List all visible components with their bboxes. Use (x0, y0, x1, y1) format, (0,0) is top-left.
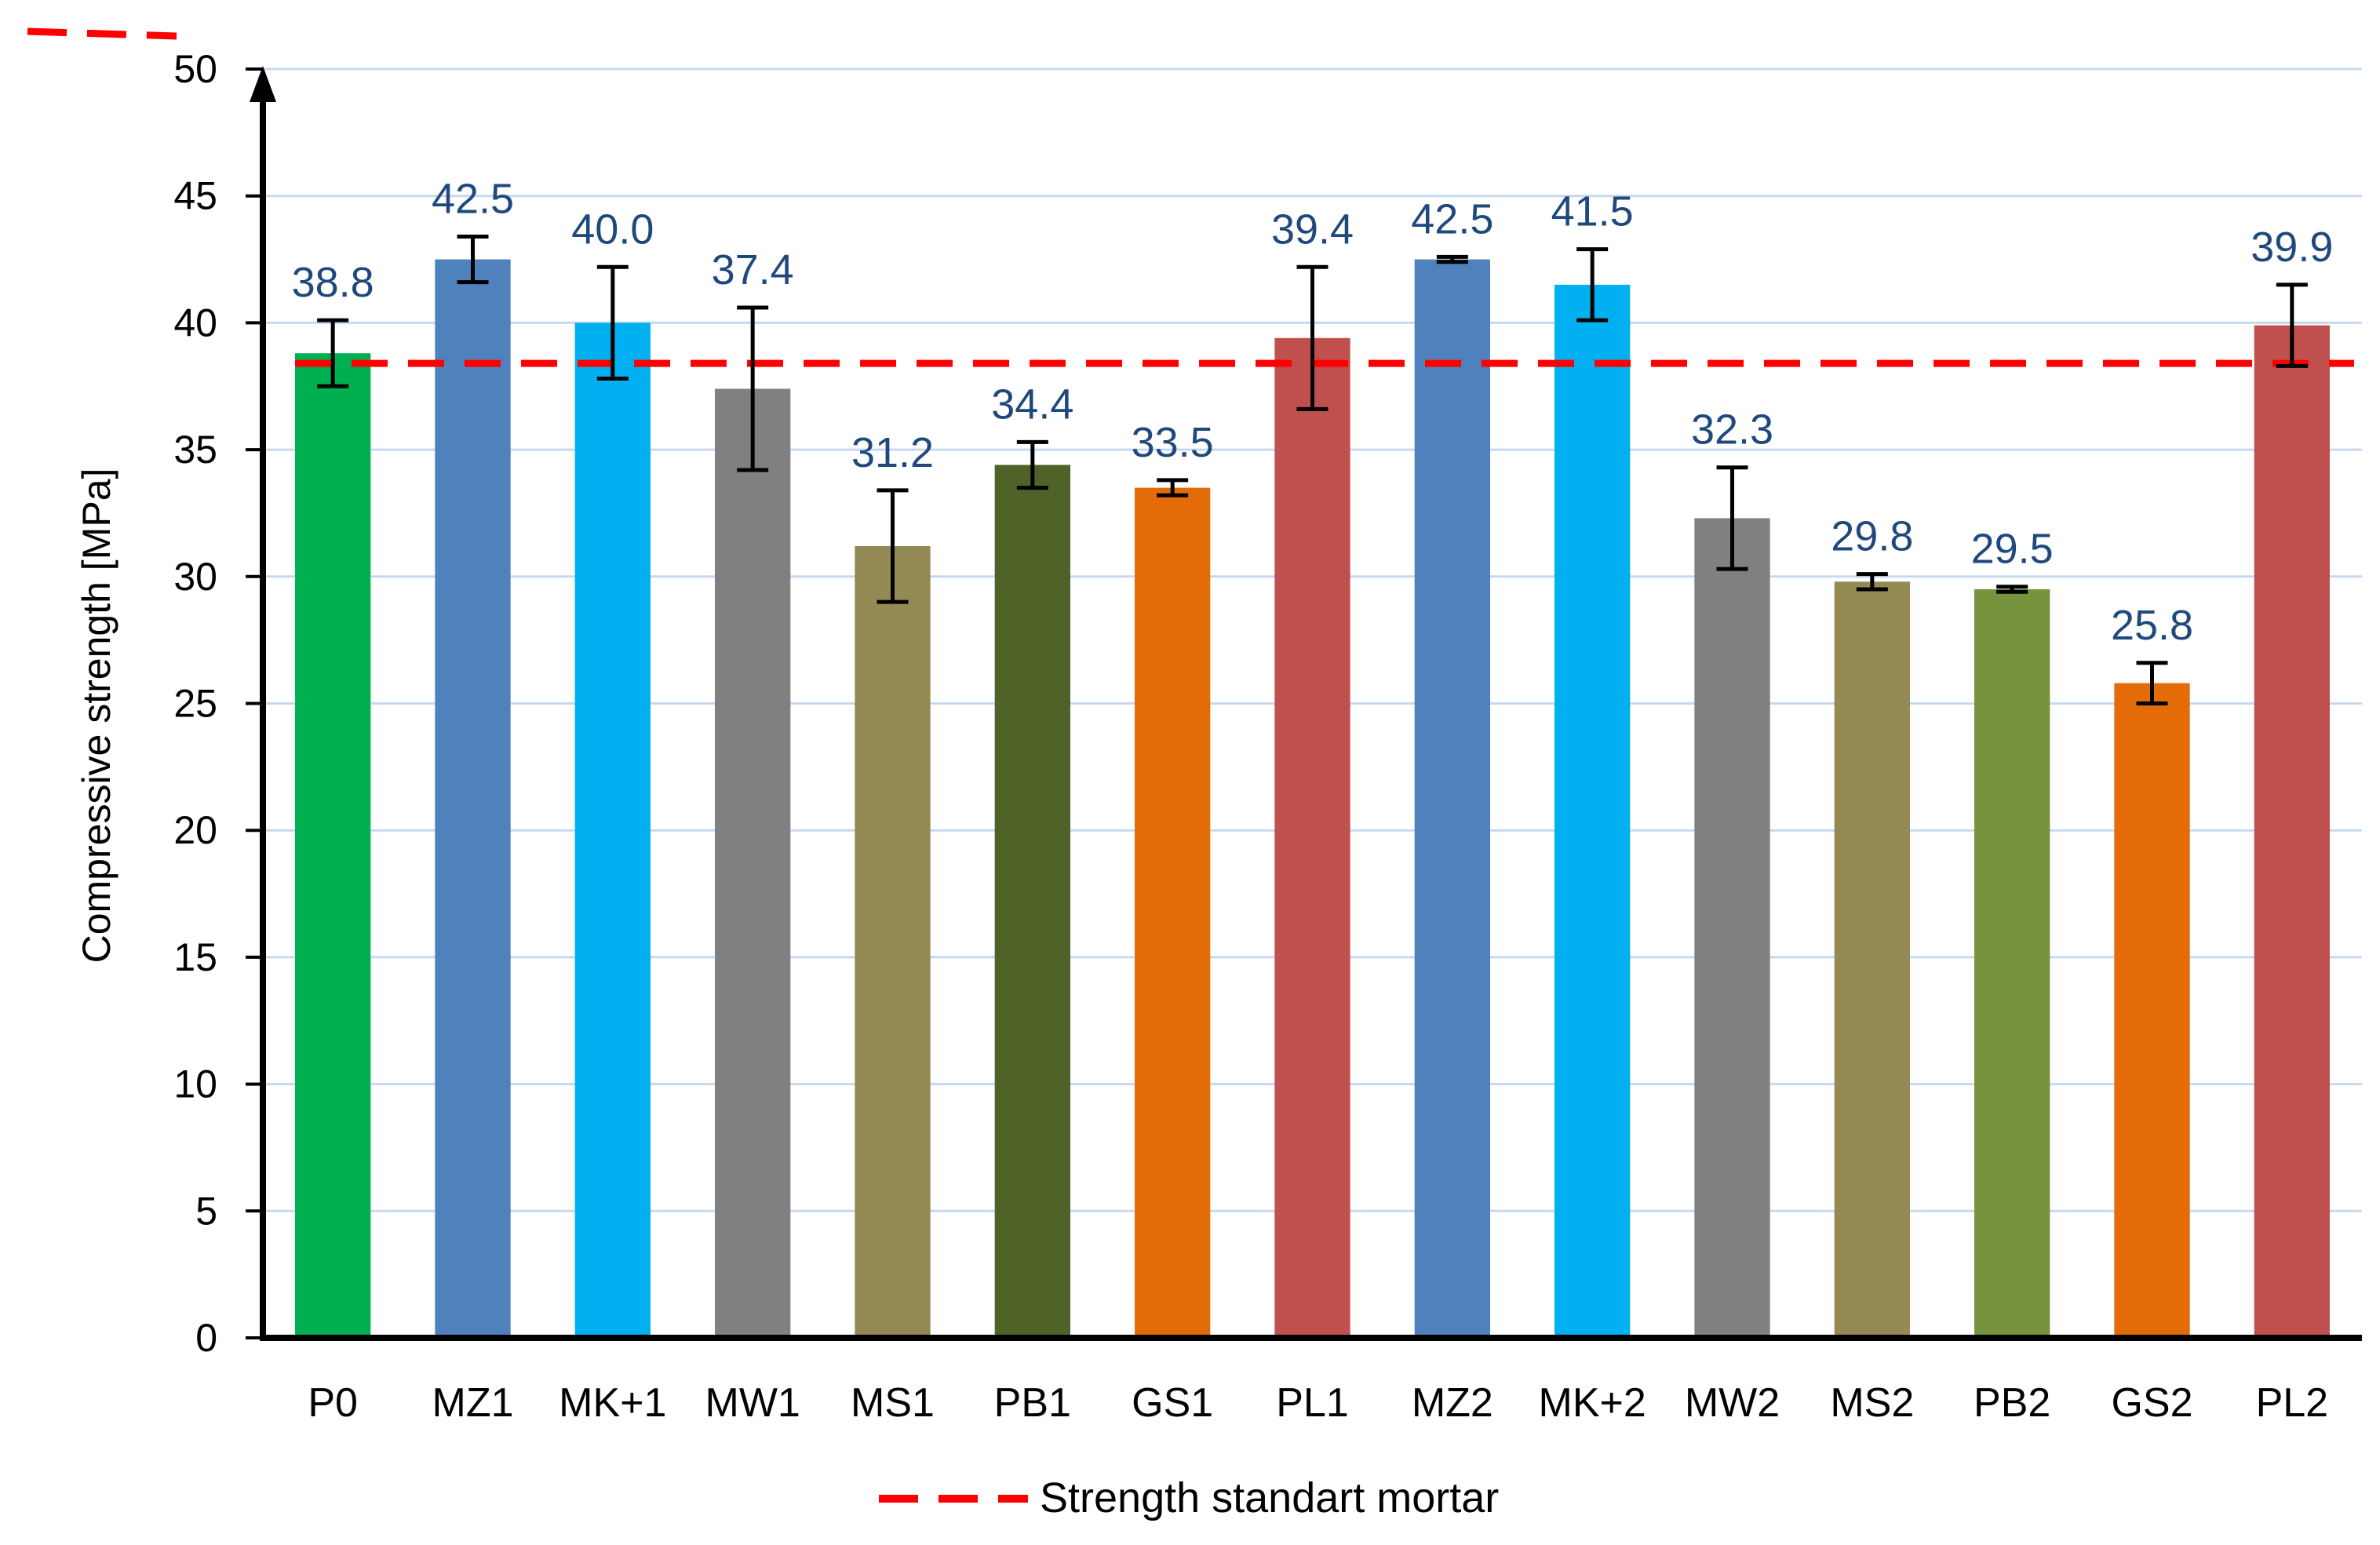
bar-PL2 (2254, 325, 2330, 1338)
x-tick-label: PB2 (1974, 1380, 2050, 1426)
y-tick-label: 5 (195, 1189, 217, 1233)
bar-GS2 (2114, 683, 2190, 1338)
bar-MS2 (1834, 581, 1910, 1338)
y-tick-label: 20 (173, 808, 217, 852)
data-label: 42.5 (1411, 195, 1493, 242)
x-tick-label: GS1 (1132, 1380, 1213, 1426)
x-tick-label: PL1 (1276, 1380, 1349, 1426)
data-label: 25.8 (2111, 602, 2193, 649)
x-tick-label: MS1 (851, 1380, 935, 1426)
y-tick-label: 0 (195, 1316, 217, 1360)
y-tick-label: 40 (173, 301, 217, 344)
x-tick-label: MW2 (1685, 1380, 1780, 1426)
bar-MK+1 (574, 322, 651, 1338)
x-tick-label: MK+2 (1539, 1380, 1646, 1426)
bar-MZ2 (1414, 259, 1490, 1338)
data-label: 29.5 (1971, 526, 2054, 573)
x-tick-label: PL2 (2256, 1380, 2329, 1426)
data-label: 33.5 (1132, 419, 1214, 466)
data-label: 37.4 (712, 246, 794, 293)
x-tick-label: P0 (308, 1380, 358, 1426)
y-axis-title: Compressive strength [MPa] (75, 468, 118, 964)
data-label: 34.4 (991, 381, 1073, 428)
y-tick-label: 50 (173, 47, 217, 91)
data-label: 42.5 (432, 175, 514, 222)
y-tick-label: 30 (173, 555, 217, 599)
x-tick-label: MS2 (1830, 1380, 1914, 1426)
bar-MZ1 (435, 259, 511, 1338)
y-tick-label: 25 (173, 682, 217, 726)
y-tick-label: 15 (173, 935, 217, 979)
x-tick-label: MZ2 (1412, 1380, 1493, 1426)
bar-P0 (295, 353, 371, 1338)
data-label: 31.2 (851, 429, 934, 476)
bar-MW2 (1694, 518, 1770, 1339)
bar-GS1 (1135, 487, 1211, 1338)
y-tick-label: 35 (173, 428, 217, 472)
y-axis-arrowhead (250, 66, 276, 102)
y-tick-label: 10 (173, 1062, 217, 1106)
bar-PB2 (1974, 588, 2050, 1338)
x-tick-label: GS2 (2111, 1380, 2192, 1426)
x-tick-label: PB1 (994, 1380, 1071, 1426)
bar-PB1 (994, 465, 1070, 1338)
data-label: 29.8 (1831, 513, 1913, 560)
data-label: 39.9 (2251, 224, 2333, 271)
bar-MK+2 (1554, 284, 1631, 1338)
bar-MW1 (715, 388, 791, 1338)
data-label: 32.3 (1691, 406, 1773, 454)
bar-MS1 (855, 545, 931, 1338)
bar-PL1 (1274, 337, 1350, 1339)
legend: Strength standart mortar (879, 1474, 1499, 1521)
y-tick-label: 45 (173, 174, 217, 218)
reference-line-fragment (27, 27, 177, 40)
data-label: 38.8 (292, 259, 374, 306)
legend-label: Strength standart mortar (1040, 1474, 1499, 1521)
data-label: 40.0 (571, 206, 654, 253)
data-label: 39.4 (1271, 206, 1354, 253)
x-tick-label: MW1 (705, 1380, 800, 1426)
data-label: 41.5 (1551, 188, 1634, 235)
x-tick-label: MK+1 (559, 1380, 666, 1426)
x-tick-label: MZ1 (432, 1380, 514, 1426)
